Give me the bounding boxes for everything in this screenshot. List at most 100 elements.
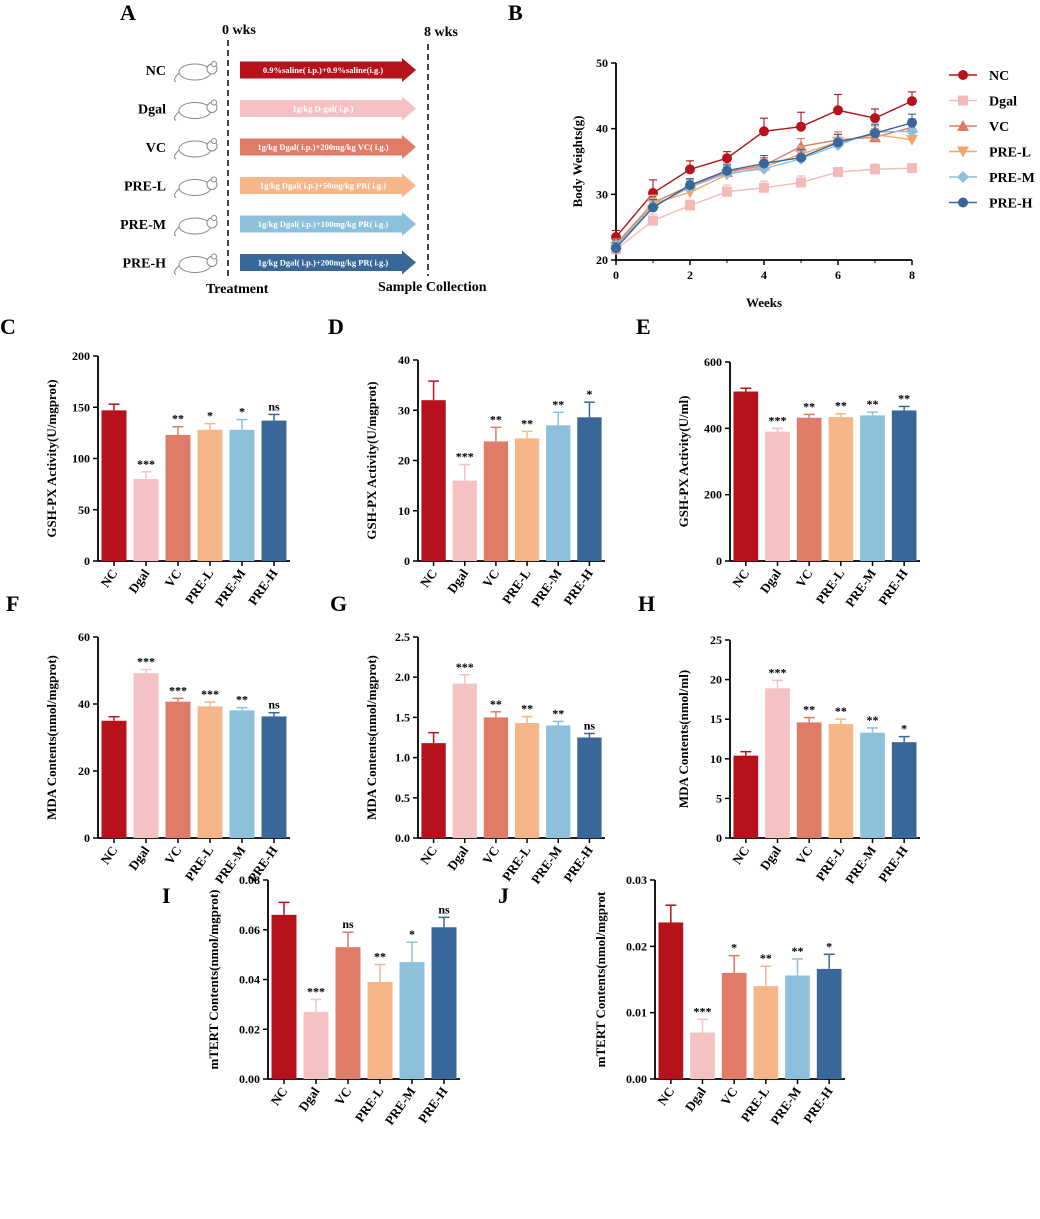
y-tick-label: 30	[398, 403, 410, 417]
panel-b-body-weight: B 20 30 40 50 0 2 4 6 8 Weeks Body Weights(g) NC Dga…	[508, 0, 1035, 310]
panel-j-mtert: J 0.00 0.01 0.02 0.03 mTERT Contents(nmol/mg…	[498, 873, 845, 1128]
bar	[514, 723, 540, 838]
category-label: PRE-M	[212, 566, 249, 610]
significance-label: **	[552, 397, 564, 411]
panel-g-mda: G 0.0 0.5 1.0 1.5 2.0 2.5 MDA Contents(nmol/mg…	[330, 591, 605, 887]
bar-axes: 0 200 400 600 GSH-PX Activity(U/ml)	[676, 355, 920, 568]
category-label: PRE-H	[875, 843, 910, 885]
y-tick-label: 0.01	[626, 1006, 647, 1020]
y-tick-label: 15	[710, 712, 722, 726]
panel-letter-g: G	[330, 591, 347, 616]
y-axis-label: GSH-PX Activity(U/mgprot)	[364, 381, 379, 539]
significance-label: **	[835, 399, 847, 413]
significance-label: **	[792, 944, 804, 958]
y-tick-label: 150	[72, 400, 90, 414]
bar	[483, 717, 509, 838]
design-row: VC 1g/kg Dgal( i.p.)+200mg/kg VC( i.g.)	[146, 135, 416, 160]
y-tick-label: 0.00	[239, 1072, 260, 1086]
y-axis-label: Body Weights(g)	[570, 116, 585, 208]
category-label: NC	[417, 843, 440, 867]
panel-letter-c: C	[0, 314, 16, 339]
bar	[577, 737, 602, 838]
treatment-arrow	[240, 96, 416, 121]
legend-label: PRE-M	[989, 171, 1035, 186]
y-tick-label: 0.5	[395, 791, 410, 805]
data-point	[722, 165, 732, 176]
bar-group: NC	[417, 731, 446, 867]
bar	[165, 701, 191, 838]
category-label: NC	[267, 1084, 290, 1108]
x-axis-label: Weeks	[746, 295, 782, 310]
y-tick-label: 25	[710, 633, 722, 647]
category-label: PRE-H	[560, 843, 595, 885]
significance-label: **	[760, 951, 772, 965]
legend-item: VC	[949, 120, 1009, 135]
y-tick-label: 60	[78, 630, 90, 644]
category-label: VC	[793, 843, 816, 867]
bar	[303, 1011, 329, 1079]
design-group-label: PRE-L	[124, 180, 166, 195]
category-label: PRE-H	[245, 566, 280, 608]
bar	[796, 722, 822, 838]
bar-group: NC	[417, 380, 446, 590]
bar	[514, 438, 540, 561]
category-label: NC	[417, 566, 440, 590]
category-label: Dgal	[444, 843, 471, 873]
data-point	[759, 182, 769, 193]
bar	[765, 688, 790, 838]
y-tick-label: 400	[704, 421, 722, 435]
bar-group: *** Dgal	[757, 413, 790, 596]
legend-item: PRE-L	[949, 146, 1031, 161]
treatment-text: 1g/kg Dgal( i.p.)+100mg/kg PR( i.g.)	[258, 219, 389, 229]
significance-label: ns	[268, 698, 280, 712]
category-label: PRE-H	[800, 1084, 835, 1126]
bar-group: NC	[97, 403, 127, 590]
significance-label: ***	[137, 457, 155, 471]
significance-label: ***	[307, 984, 325, 998]
bar-group: ** VC	[793, 399, 822, 590]
y-tick-label: 100	[72, 452, 90, 466]
bar-group: *** Dgal	[757, 665, 790, 873]
significance-label: *	[826, 939, 832, 953]
y-tick-label: 0	[716, 831, 722, 845]
mouse-icon	[174, 99, 218, 121]
y-axis-label: MDA Contents(nmol/ml)	[676, 670, 691, 808]
data-point	[648, 202, 658, 213]
category-label: PRE-H	[875, 566, 910, 608]
y-tick-label: 2.0	[395, 670, 410, 684]
bar	[452, 480, 477, 561]
y-tick-label: 0.03	[626, 873, 647, 887]
data-point	[833, 167, 843, 178]
treatment-text: 1g/kg D-gal( i.p.)	[293, 104, 354, 114]
data-point	[870, 128, 880, 139]
data-point	[722, 153, 732, 164]
category-label: PRE-H	[415, 1084, 450, 1126]
bar-group: ** VC	[479, 412, 509, 590]
bar	[229, 429, 255, 561]
bar	[721, 972, 747, 1079]
data-point	[906, 134, 918, 146]
bar	[891, 410, 917, 561]
significance-label: ns	[268, 399, 280, 413]
y-tick-label: 1.0	[395, 751, 410, 765]
data-point	[611, 243, 621, 254]
bar-group: *** VC	[161, 683, 191, 867]
data-point	[796, 152, 806, 163]
bar	[785, 975, 810, 1079]
bar-group: NC	[97, 715, 127, 867]
panel-i-mtert: I 0.00 0.02 0.04 0.06 0.08 mTERT Contents(nmo…	[162, 873, 460, 1128]
significance-label: ***	[169, 683, 187, 697]
end-week-label: 8 wks	[424, 25, 458, 40]
legend-item: Dgal	[949, 95, 1017, 110]
treatment-arrow	[240, 250, 416, 275]
bar	[399, 962, 425, 1079]
data-point	[907, 163, 917, 174]
bar	[733, 755, 759, 838]
category-label: NC	[729, 566, 752, 590]
y-tick-label: 40	[78, 697, 90, 711]
panel-letter-b: B	[508, 0, 523, 25]
category-label: VC	[161, 566, 184, 590]
significance-label: **	[521, 702, 533, 716]
category-label: Dgal	[295, 1084, 322, 1114]
y-tick-label: 0.04	[239, 973, 260, 987]
